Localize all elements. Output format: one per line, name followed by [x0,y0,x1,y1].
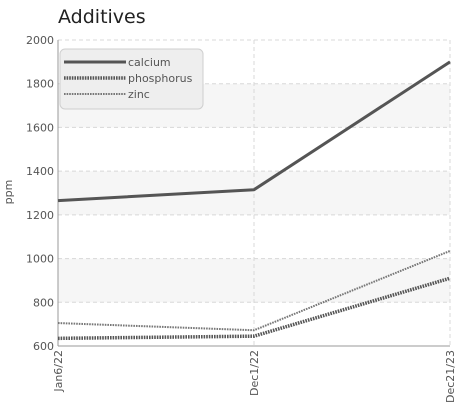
legend-label-calcium: calcium [128,56,171,69]
series-line-phosphorus [57,276,451,341]
x-tick-label: Dec21/23 [444,350,457,403]
legend-label-phosphorus: phosphorus [128,72,193,85]
x-tick-label: Dec1/22 [248,350,261,396]
plot-background [58,40,450,346]
series-layer [57,60,451,341]
y-axis-label: ppm [2,180,15,205]
y-tick-label: 800 [33,296,54,309]
y-tick-label: 1400 [26,165,54,178]
y-tick-label: 600 [33,340,54,353]
y-tick-label: 1200 [26,209,54,222]
chart-title: Additives [58,6,146,28]
y-tick-label: 1800 [26,78,54,91]
y-tick-label: 1000 [26,253,54,266]
x-axis-ticks: Jan6/22 Dec1/22 Dec21/23 [52,350,457,403]
x-tick-label: Jan6/22 [52,350,65,393]
grid-lines [57,39,451,347]
y-tick-label: 2000 [26,34,54,47]
plot-band [58,171,450,215]
y-axis-ticks: 600 800 1000 1200 1400 1600 1800 2000 [26,34,54,353]
legend: calcium phosphorus zinc [59,48,204,110]
series-line-calcium [57,60,451,203]
y-tick-label: 1600 [26,121,54,134]
legend-label-zinc: zinc [128,88,150,101]
series-line-zinc [57,249,451,332]
